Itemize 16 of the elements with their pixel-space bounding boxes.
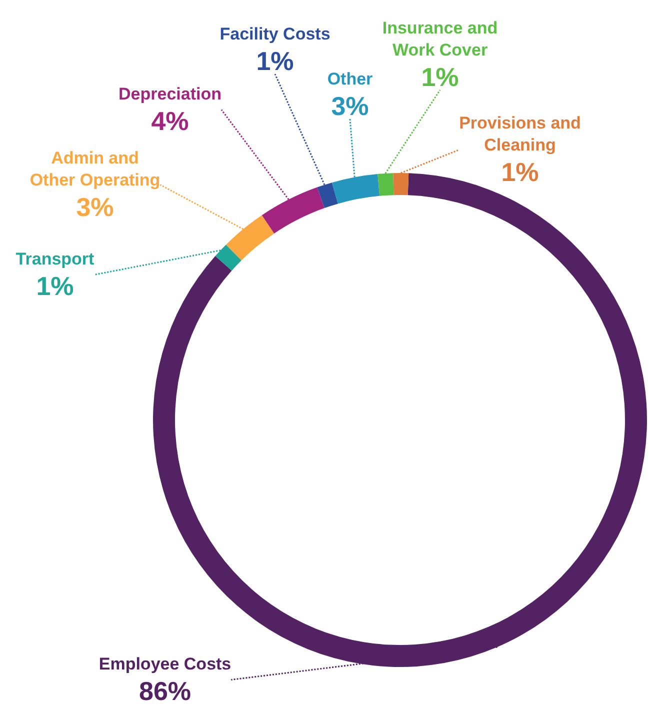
slice-label: Depreciation — [118, 84, 222, 104]
slice-label: Provisions and Cleaning — [459, 114, 581, 154]
data-label: 1% — [421, 62, 459, 92]
slice-label: Employee Costs — [98, 654, 232, 674]
data-label: 3% — [76, 192, 114, 222]
data-label: 3% — [331, 91, 369, 121]
slice-label: Other — [327, 70, 374, 88]
slice-label: Admin and Other Operating — [30, 148, 160, 190]
data-label: 1% — [36, 271, 74, 301]
data-label: 1% — [256, 46, 294, 76]
slice-label: Facility Costs — [220, 24, 330, 44]
slice-label: Transport — [16, 250, 95, 268]
slice-label: Insurance and Work Cover — [382, 18, 498, 60]
data-label: 4% — [151, 106, 189, 136]
data-label: 86% — [138, 676, 192, 706]
data-label: 1% — [501, 157, 539, 187]
